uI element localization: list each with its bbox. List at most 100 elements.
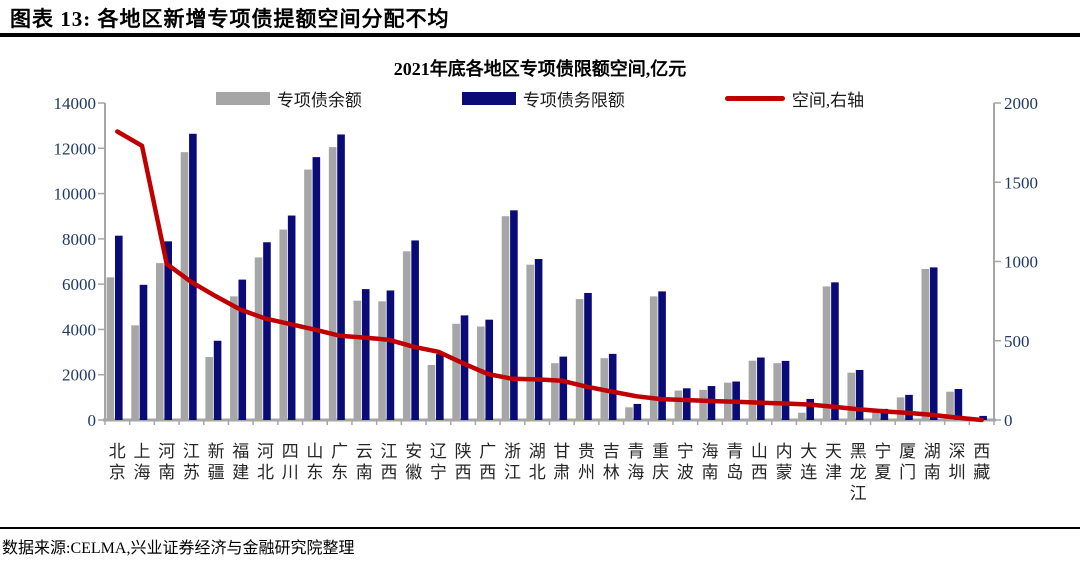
category-label: 福建 — [232, 442, 249, 482]
category-label: 厦门 — [899, 442, 916, 482]
bar — [254, 257, 263, 420]
bar — [361, 289, 370, 420]
bar — [411, 240, 419, 420]
bar — [633, 403, 642, 420]
bar — [551, 363, 559, 420]
category-label: 山西 — [751, 442, 768, 482]
category-label: 青海 — [627, 442, 644, 482]
bar — [649, 296, 658, 420]
bar — [115, 235, 123, 420]
bar — [386, 290, 395, 420]
svg-text:10000: 10000 — [54, 185, 97, 204]
bar — [328, 147, 337, 420]
legend-item-limit: 专项债务限额 — [461, 86, 625, 111]
category-label: 广东 — [331, 442, 348, 482]
source-note: 数据来源:CELMA,兴业证券经济与金融研究院整理 — [2, 540, 355, 557]
category-label: 湖北 — [529, 442, 546, 482]
category-label: 北京 — [109, 442, 126, 482]
svg-text:0: 0 — [88, 411, 97, 430]
bar — [353, 300, 362, 420]
svg-text:500: 500 — [1004, 332, 1030, 351]
bar — [526, 264, 535, 420]
bar — [510, 210, 518, 420]
space-swatch — [724, 96, 785, 101]
svg-text:0: 0 — [1004, 411, 1013, 430]
legend-item-balance: 专项债余额 — [215, 86, 362, 111]
bar — [757, 357, 765, 420]
bar — [534, 259, 543, 420]
category-label: 山东 — [306, 442, 323, 482]
bar — [559, 356, 568, 420]
bar — [699, 389, 707, 420]
category-label: 内蒙 — [776, 442, 793, 482]
category-label: 浙江 — [504, 442, 521, 482]
bar — [905, 394, 913, 420]
category-label: 河南 — [158, 442, 175, 482]
category-label: 海南 — [702, 442, 719, 482]
limit-swatch — [461, 92, 516, 105]
bar — [501, 216, 510, 420]
bar — [436, 354, 444, 420]
category-label: 河北 — [257, 442, 274, 482]
category-label: 甘肃 — [553, 442, 570, 482]
category-label: 辽宁 — [430, 442, 447, 482]
bar — [625, 407, 633, 420]
category-label: 西藏 — [973, 442, 990, 482]
bar — [131, 325, 139, 420]
bar — [584, 292, 592, 420]
bar — [979, 415, 987, 420]
category-label: 上海 — [134, 442, 151, 482]
legend-label-limit: 专项债务限额 — [522, 91, 625, 110]
chart-title: 2021年底各地区专项债限额空间,亿元 — [393, 59, 687, 79]
category-label: 江西 — [381, 442, 398, 482]
bar — [608, 353, 617, 420]
category-label: 宁夏 — [874, 442, 891, 482]
bar — [806, 398, 815, 420]
bar — [263, 242, 271, 420]
bar — [575, 299, 584, 420]
svg-text:2000: 2000 — [1004, 94, 1038, 113]
legend-label-balance: 专项债余额 — [276, 91, 362, 110]
bar — [485, 319, 494, 420]
bar — [872, 411, 880, 420]
category-label: 陕西 — [455, 442, 472, 482]
svg-text:12000: 12000 — [54, 139, 97, 158]
bar — [954, 388, 963, 420]
bar — [831, 282, 839, 420]
bar — [337, 134, 345, 420]
bar — [855, 369, 864, 420]
bar — [427, 364, 436, 420]
bar — [946, 391, 954, 420]
bar — [452, 323, 460, 420]
category-label: 云南 — [356, 442, 373, 482]
category-label: 广西 — [479, 442, 496, 482]
bar — [287, 215, 296, 420]
bar — [189, 133, 197, 421]
category-label: 安徽 — [405, 442, 422, 482]
category-label: 深圳 — [949, 442, 966, 482]
svg-text:6000: 6000 — [62, 275, 96, 294]
category-label: 天津 — [825, 442, 842, 482]
category-label: 青岛 — [726, 442, 743, 482]
category-label: 湖南 — [924, 442, 941, 482]
category-label: 重庆 — [652, 442, 669, 482]
bar — [748, 360, 757, 420]
bar — [238, 279, 247, 420]
svg-text:4000: 4000 — [62, 320, 96, 339]
bar — [460, 315, 469, 420]
bar — [880, 408, 889, 420]
bar — [773, 363, 781, 420]
bar — [822, 286, 831, 420]
category-label: 黑龙江 — [850, 442, 867, 503]
caption-underline — [0, 33, 1080, 37]
svg-text:8000: 8000 — [62, 230, 96, 249]
category-label: 新疆 — [208, 442, 225, 482]
bar — [658, 291, 666, 420]
svg-text:1000: 1000 — [1004, 253, 1038, 272]
bar — [230, 296, 238, 420]
bar — [304, 169, 312, 420]
bar — [378, 301, 386, 420]
category-label: 宁波 — [677, 442, 694, 482]
